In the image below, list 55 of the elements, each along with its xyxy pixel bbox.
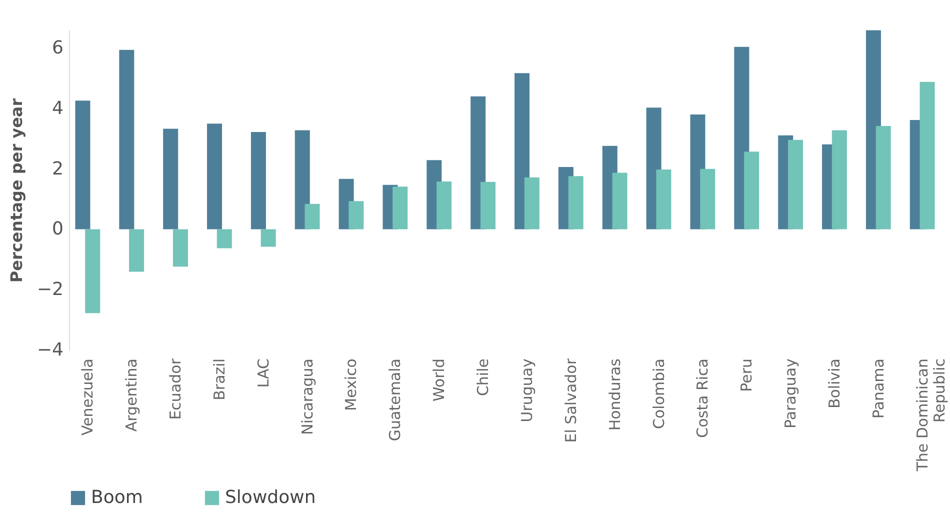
bar [568, 176, 584, 230]
x-tick-label: Guatemala [386, 358, 404, 442]
bar [524, 177, 540, 230]
legend-label: Slowdown [225, 487, 316, 508]
y-tick-label: −4 [36, 340, 64, 360]
bar [832, 130, 847, 230]
bar [348, 201, 364, 230]
bar [216, 229, 232, 248]
x-tick-label: The Dominican Republic [913, 358, 948, 472]
bar [744, 152, 760, 230]
y-axis-title: Percentage per year [6, 98, 26, 283]
y-tick-label: 0 [52, 218, 64, 240]
bar [392, 186, 408, 230]
bar [85, 229, 100, 314]
bar [163, 128, 178, 230]
x-tick-label: Uruguay [518, 358, 536, 422]
bar [172, 229, 188, 267]
bar [207, 124, 222, 230]
bar [612, 172, 628, 230]
bar [294, 130, 310, 230]
bar [260, 229, 276, 247]
bar [75, 100, 90, 230]
y-tick-label: 2 [52, 158, 64, 180]
bar [700, 168, 716, 230]
bar [436, 182, 452, 230]
bar [304, 204, 320, 230]
x-tick-label: Panama [869, 358, 888, 419]
x-tick-label: Mexico [342, 358, 360, 411]
bar [119, 50, 134, 230]
x-tick-label: Bolivia [825, 358, 844, 409]
x-tick-label: Paraguay [782, 358, 800, 429]
bar [129, 229, 144, 272]
x-tick-label: Argentina [122, 358, 141, 432]
legend-label: Boom [91, 487, 143, 508]
bar [480, 182, 496, 230]
x-tick-label: Costa Rica [694, 358, 712, 438]
x-tick-label: El Salvador [562, 358, 580, 443]
y-tick-label: −2 [36, 279, 64, 300]
x-tick-label: World [430, 358, 448, 402]
bar [250, 132, 266, 230]
bar [876, 126, 891, 230]
x-tick-label: LAC [254, 358, 272, 388]
y-tick-label: 6 [52, 38, 64, 59]
x-tick-label: Chile [474, 358, 492, 396]
x-tick-label: Venezuela [78, 358, 97, 436]
x-tick-label: Ecuador [166, 358, 185, 420]
x-tick-label: Brazil [210, 358, 228, 400]
bar [656, 169, 672, 230]
x-tick-label: Nicaragua [298, 358, 316, 435]
y-tick-label: 4 [52, 98, 64, 119]
x-tick-label: Colombia [650, 358, 668, 429]
x-tick-label: Peru [738, 358, 756, 392]
x-tick-label: Honduras [606, 358, 624, 431]
bar [920, 82, 935, 230]
bar [788, 140, 803, 230]
